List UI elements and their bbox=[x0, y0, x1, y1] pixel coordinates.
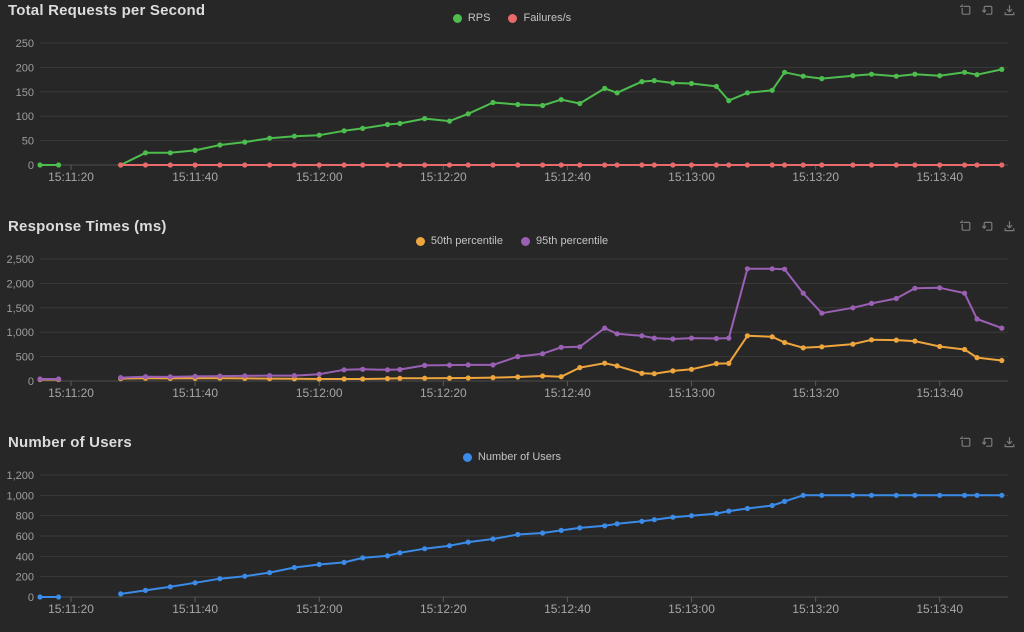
zoom-select-icon[interactable] bbox=[959, 4, 972, 17]
restore-zoom-icon[interactable] bbox=[981, 4, 994, 17]
svg-text:15:13:00: 15:13:00 bbox=[668, 170, 715, 184]
restore-zoom-icon[interactable] bbox=[981, 436, 994, 449]
svg-text:15:13:40: 15:13:40 bbox=[916, 386, 963, 400]
zoom-select-icon[interactable] bbox=[959, 436, 972, 449]
legend-item-95th-percentile[interactable]: 95th percentile bbox=[521, 235, 608, 247]
svg-text:15:12:40: 15:12:40 bbox=[544, 386, 591, 400]
svg-text:15:11:20: 15:11:20 bbox=[48, 386, 94, 400]
zoom-select-icon[interactable] bbox=[959, 220, 972, 233]
svg-text:15:12:20: 15:12:20 bbox=[420, 170, 467, 184]
svg-text:15:11:40: 15:11:40 bbox=[172, 602, 218, 616]
response-times-plot-area[interactable]: 0 500 1,000 1,500 2,000 2,500 15:11:20 15:11:40… bbox=[0, 216, 1024, 416]
svg-text:15:13:20: 15:13:20 bbox=[792, 602, 839, 616]
users-chart-panel: Number of Users Number of Users 0 200 400 6… bbox=[0, 432, 1024, 629]
svg-text:15:12:20: 15:12:20 bbox=[420, 602, 467, 616]
legend-dot-number-of-users bbox=[462, 452, 472, 462]
legend-dot-50th-percentile bbox=[415, 236, 425, 246]
legend-dot-failures-s bbox=[508, 13, 518, 23]
users-plot-area[interactable]: 0 200 400 600 800 1,000 1,200 15:11:20 15:11:40 1… bbox=[0, 432, 1024, 632]
legend-dot-rps bbox=[452, 13, 462, 23]
legend-label: RPS bbox=[467, 12, 491, 24]
svg-text:200: 200 bbox=[16, 62, 34, 74]
legend-item-rps[interactable]: RPS bbox=[452, 12, 491, 24]
legend-item-failures-s[interactable]: Failures/s bbox=[508, 12, 571, 24]
svg-text:15:13:00: 15:13:00 bbox=[668, 602, 715, 616]
svg-text:15:12:00: 15:12:00 bbox=[296, 170, 343, 184]
svg-text:15:13:00: 15:13:00 bbox=[668, 386, 715, 400]
svg-text:15:12:40: 15:12:40 bbox=[544, 602, 591, 616]
users-chart-legend: Number of Users bbox=[0, 451, 1024, 463]
download-chart-icon[interactable] bbox=[1003, 220, 1016, 233]
rps-chart-panel: Total Requests per Second RPS Failures/s … bbox=[0, 0, 1024, 208]
rps-plot-area[interactable]: 0 50 100 150 200 250 15:11:20 15:11:40 15:12:00 1… bbox=[0, 0, 1024, 200]
svg-text:2,000: 2,000 bbox=[6, 278, 34, 290]
legend-label: Number of Users bbox=[477, 451, 562, 463]
restore-zoom-icon[interactable] bbox=[981, 220, 994, 233]
svg-text:15:13:40: 15:13:40 bbox=[916, 170, 963, 184]
response-times-chart-panel: Response Times (ms) 50th percentile 95th … bbox=[0, 216, 1024, 424]
svg-text:250: 250 bbox=[16, 38, 34, 50]
svg-text:0: 0 bbox=[28, 160, 34, 172]
legend-label: 95th percentile bbox=[536, 235, 609, 247]
svg-text:500: 500 bbox=[16, 352, 34, 364]
response-times-chart-title: Response Times (ms) bbox=[8, 218, 167, 235]
svg-text:1,500: 1,500 bbox=[6, 303, 34, 315]
legend-item-number-of-users[interactable]: Number of Users bbox=[462, 451, 562, 463]
svg-text:800: 800 bbox=[16, 511, 34, 523]
svg-text:15:11:40: 15:11:40 bbox=[172, 386, 218, 400]
svg-text:15:13:20: 15:13:20 bbox=[792, 386, 839, 400]
svg-text:0: 0 bbox=[28, 592, 34, 604]
svg-text:0: 0 bbox=[28, 376, 34, 388]
legend-label: 50th percentile bbox=[430, 235, 503, 247]
svg-text:15:13:20: 15:13:20 bbox=[792, 170, 839, 184]
svg-text:1,000: 1,000 bbox=[6, 327, 34, 339]
svg-text:400: 400 bbox=[16, 551, 34, 563]
response-times-chart-toolbox bbox=[959, 220, 1016, 233]
svg-text:15:13:40: 15:13:40 bbox=[916, 602, 963, 616]
legend-label: Failures/s bbox=[523, 12, 572, 24]
users-chart-title: Number of Users bbox=[8, 434, 132, 451]
users-chart-toolbox bbox=[959, 436, 1016, 449]
svg-text:15:12:00: 15:12:00 bbox=[296, 602, 343, 616]
svg-text:200: 200 bbox=[16, 572, 34, 584]
svg-text:15:11:40: 15:11:40 bbox=[172, 170, 218, 184]
svg-text:1,200: 1,200 bbox=[6, 470, 34, 482]
svg-text:15:12:20: 15:12:20 bbox=[420, 386, 467, 400]
svg-text:15:11:20: 15:11:20 bbox=[48, 602, 94, 616]
response-times-chart-legend: 50th percentile 95th percentile bbox=[0, 235, 1024, 247]
download-chart-icon[interactable] bbox=[1003, 436, 1016, 449]
legend-dot-95th-percentile bbox=[521, 236, 530, 246]
svg-text:50: 50 bbox=[22, 136, 34, 148]
rps-chart-toolbox bbox=[959, 4, 1016, 17]
svg-text:150: 150 bbox=[16, 87, 34, 99]
rps-chart-title: Total Requests per Second bbox=[8, 2, 206, 19]
svg-text:15:11:20: 15:11:20 bbox=[48, 170, 94, 184]
svg-text:15:12:00: 15:12:00 bbox=[296, 386, 343, 400]
svg-text:1,000: 1,000 bbox=[6, 490, 34, 502]
svg-text:600: 600 bbox=[16, 531, 34, 543]
svg-text:100: 100 bbox=[16, 111, 34, 123]
legend-item-50th-percentile[interactable]: 50th percentile bbox=[415, 235, 503, 247]
download-chart-icon[interactable] bbox=[1003, 4, 1016, 17]
rps-chart-legend: RPS Failures/s bbox=[0, 12, 1024, 24]
svg-text:15:12:40: 15:12:40 bbox=[544, 170, 591, 184]
svg-text:2,500: 2,500 bbox=[6, 254, 34, 266]
